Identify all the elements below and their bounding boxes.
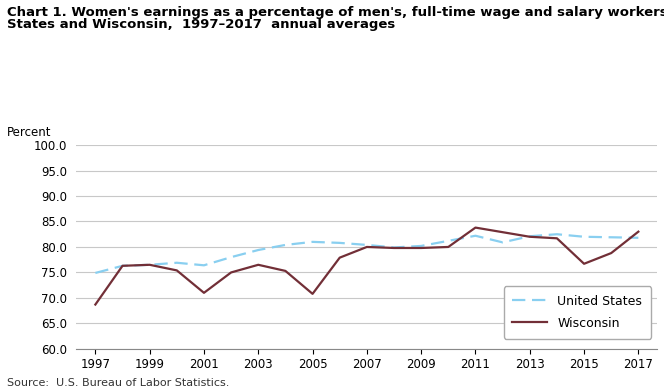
United States [444,238,452,243]
United States [336,241,344,245]
Wisconsin [471,225,479,230]
United States [553,232,561,236]
United States [417,243,425,248]
United States [173,260,181,265]
Wisconsin [553,236,561,241]
Legend: United States, Wisconsin: United States, Wisconsin [504,286,651,339]
Text: Source:  U.S. Bureau of Labor Statistics.: Source: U.S. Bureau of Labor Statistics. [7,378,229,388]
Wisconsin [200,290,208,295]
United States [526,234,534,239]
Wisconsin [145,263,153,267]
Wisconsin [499,230,507,234]
Wisconsin [92,302,100,307]
Wisconsin [119,263,127,268]
Wisconsin [417,246,425,250]
Wisconsin [309,292,317,296]
Wisconsin [227,270,235,275]
United States [363,243,371,247]
United States [580,234,588,239]
United States [634,236,642,240]
Wisconsin [390,246,398,250]
Line: Wisconsin: Wisconsin [96,228,638,305]
United States [309,240,317,244]
United States [471,233,479,238]
Wisconsin [282,269,290,273]
United States [390,245,398,250]
United States [499,240,507,245]
United States [119,263,127,268]
Wisconsin [526,234,534,239]
Wisconsin [336,255,344,260]
Text: States and Wisconsin,  1997–2017  annual averages: States and Wisconsin, 1997–2017 annual a… [7,18,395,31]
Wisconsin [444,245,452,249]
United States [145,263,153,267]
Wisconsin [173,268,181,273]
United States [254,248,262,252]
Wisconsin [363,245,371,249]
Wisconsin [607,251,615,256]
Text: Chart 1. Women's earnings as a percentage of men's, full-time wage and salary wo: Chart 1. Women's earnings as a percentag… [7,6,664,19]
United States [607,235,615,240]
United States [92,270,100,275]
United States [200,263,208,268]
United States [282,243,290,247]
United States [227,255,235,260]
Text: Percent: Percent [7,126,51,139]
Wisconsin [254,263,262,267]
Line: United States: United States [96,234,638,273]
Wisconsin [634,229,642,234]
Wisconsin [580,261,588,266]
